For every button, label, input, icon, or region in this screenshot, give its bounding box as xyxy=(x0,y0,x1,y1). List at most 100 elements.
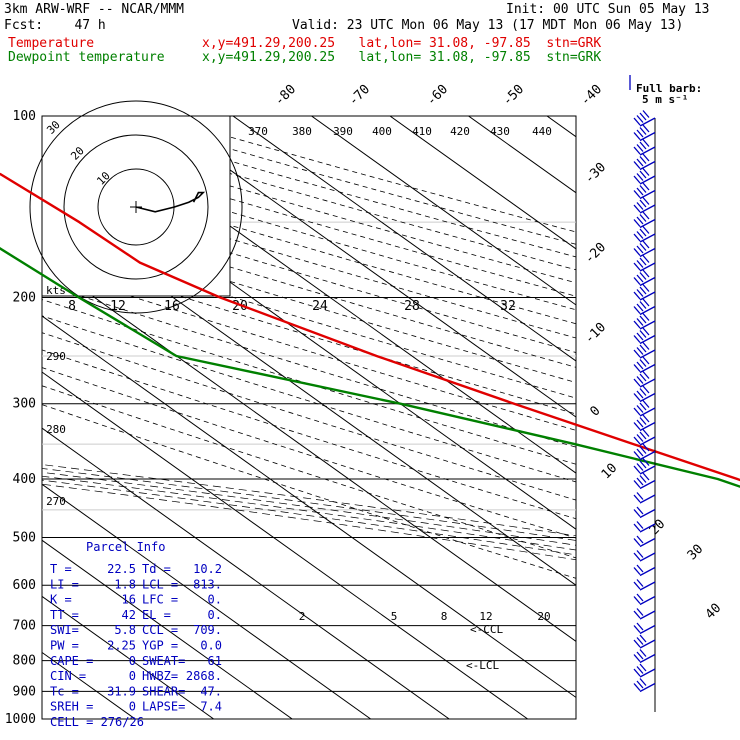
wind-barb xyxy=(639,233,656,243)
pressure-tick-label: 200 xyxy=(13,291,36,306)
wind-barb-flag xyxy=(642,385,650,394)
wind-barb xyxy=(639,146,656,156)
wind-barb-flag xyxy=(639,330,647,338)
wind-barb-flag xyxy=(633,262,641,271)
wind-barb-flag xyxy=(639,446,647,454)
wind-barb-flag xyxy=(639,344,647,353)
wind-barb xyxy=(639,175,656,185)
wind-barb-flag xyxy=(639,228,647,237)
wind-barb xyxy=(639,407,656,417)
parcel-field-label: LCL = xyxy=(142,577,178,591)
wind-barb-flag xyxy=(633,639,641,648)
pressure-tick-label: 1000 xyxy=(5,712,36,727)
temperature-legend-label: Temperature xyxy=(8,36,95,51)
barb-legend-title: Full barb: xyxy=(636,82,702,95)
wind-barb xyxy=(639,189,656,200)
dry-adiabat xyxy=(42,237,576,399)
wind-barb xyxy=(639,320,656,330)
wind-barb-flag xyxy=(642,255,650,263)
wind-barb-flag xyxy=(639,170,647,179)
wind-barb xyxy=(639,160,656,171)
wind-barb-flag xyxy=(636,318,644,326)
wind-barb-flag xyxy=(636,608,644,616)
dry-adiabat xyxy=(42,267,576,431)
moist-adiabat xyxy=(42,464,576,537)
parcel-field-label: EL = xyxy=(142,608,171,622)
wind-barb-flag xyxy=(639,359,647,367)
parcel-field-value: 0 xyxy=(129,700,136,714)
parcel-field-value: 0. xyxy=(208,608,222,622)
wind-barb-flag xyxy=(636,637,644,645)
wind-barb-flag xyxy=(633,436,641,445)
wind-barb-flag xyxy=(633,683,641,691)
isotherm-label: -30 xyxy=(582,160,609,187)
dry-adiabat xyxy=(42,349,576,520)
isotherm-label: 40 xyxy=(703,601,725,623)
parcel-field-label: SWI= xyxy=(50,623,79,637)
valid-time: Valid: 23 UTC Mon 06 May 13 (17 MDT Mon … xyxy=(292,18,684,33)
parcel-cell-motion: CELL = 276/26 xyxy=(50,715,144,729)
pressure-tick-label: 100 xyxy=(13,109,36,124)
wind-barb-flag xyxy=(636,158,644,167)
parcel-field-label: PW = xyxy=(50,639,79,653)
isotherm-line xyxy=(42,259,576,642)
parcel-field-value: 0.0 xyxy=(200,639,222,653)
theta-label: 390 xyxy=(333,125,353,138)
wind-barb-flag xyxy=(639,112,647,121)
wind-barb-flag xyxy=(636,303,644,312)
wind-barb-flag xyxy=(633,480,641,488)
wind-barb xyxy=(639,204,656,214)
parcel-info-title: Parcel Info xyxy=(86,540,165,554)
wind-barb-flag xyxy=(633,668,641,677)
wind-barb xyxy=(639,363,656,374)
wind-barb-flag xyxy=(642,400,650,408)
wind-barb-flag xyxy=(633,175,641,184)
isotherm-label: -10 xyxy=(582,320,609,347)
isotherm-label: -70 xyxy=(346,82,373,109)
wind-barb xyxy=(639,465,656,475)
wind-barb-flag xyxy=(633,378,641,387)
wind-barb xyxy=(639,218,656,229)
isotherm-label: 30 xyxy=(685,542,707,564)
wind-barb-flag xyxy=(639,315,647,324)
isotherm-line xyxy=(704,116,740,719)
mixing-ratio-label: 8 xyxy=(441,610,448,623)
wind-barb-flag xyxy=(633,538,641,546)
dry-adiabat xyxy=(42,299,576,465)
wind-barb-flag xyxy=(639,460,647,469)
theta-label: 400 xyxy=(372,125,392,138)
wind-barb xyxy=(639,508,656,519)
wind-barb-flag xyxy=(642,458,650,466)
wind-barb-flag xyxy=(642,124,650,133)
pressure-tick-label: 800 xyxy=(13,654,36,669)
parcel-field-value: 47. xyxy=(200,684,222,698)
parcel-field-value: 1.8 xyxy=(114,577,136,591)
wind-barb-flag xyxy=(639,678,647,686)
wind-barb-flag xyxy=(642,139,650,147)
wind-barb-flag xyxy=(633,596,641,604)
wind-barb-flag xyxy=(636,550,644,558)
wind-barb-flag xyxy=(633,117,641,126)
wind-barb xyxy=(639,494,656,504)
dry-adiabat xyxy=(42,404,576,579)
wind-barb-flag xyxy=(633,581,641,590)
parcel-field-value: 7.4 xyxy=(200,700,222,714)
parcel-field-label: CCL = xyxy=(142,623,178,637)
wind-barb-flag xyxy=(642,269,650,278)
wind-barb-flag xyxy=(633,494,641,503)
theta-label: 370 xyxy=(248,125,268,138)
parcel-field-value: 813. xyxy=(193,577,222,591)
wind-barb-flag xyxy=(636,477,644,486)
wind-barb-flag xyxy=(636,245,644,254)
isotherm-line xyxy=(311,116,576,306)
wind-barb-flag xyxy=(633,219,641,227)
wind-barb-flag xyxy=(633,567,641,575)
wind-barb-flag xyxy=(636,187,644,196)
wind-barb-flag xyxy=(636,434,644,442)
wind-barb-flag xyxy=(642,240,650,249)
moist-adiabat xyxy=(42,471,576,546)
wind-barb xyxy=(639,378,656,388)
wind-barb-flag xyxy=(642,429,650,437)
wind-barb-flag xyxy=(636,666,644,674)
wind-barb-flag xyxy=(636,216,644,225)
